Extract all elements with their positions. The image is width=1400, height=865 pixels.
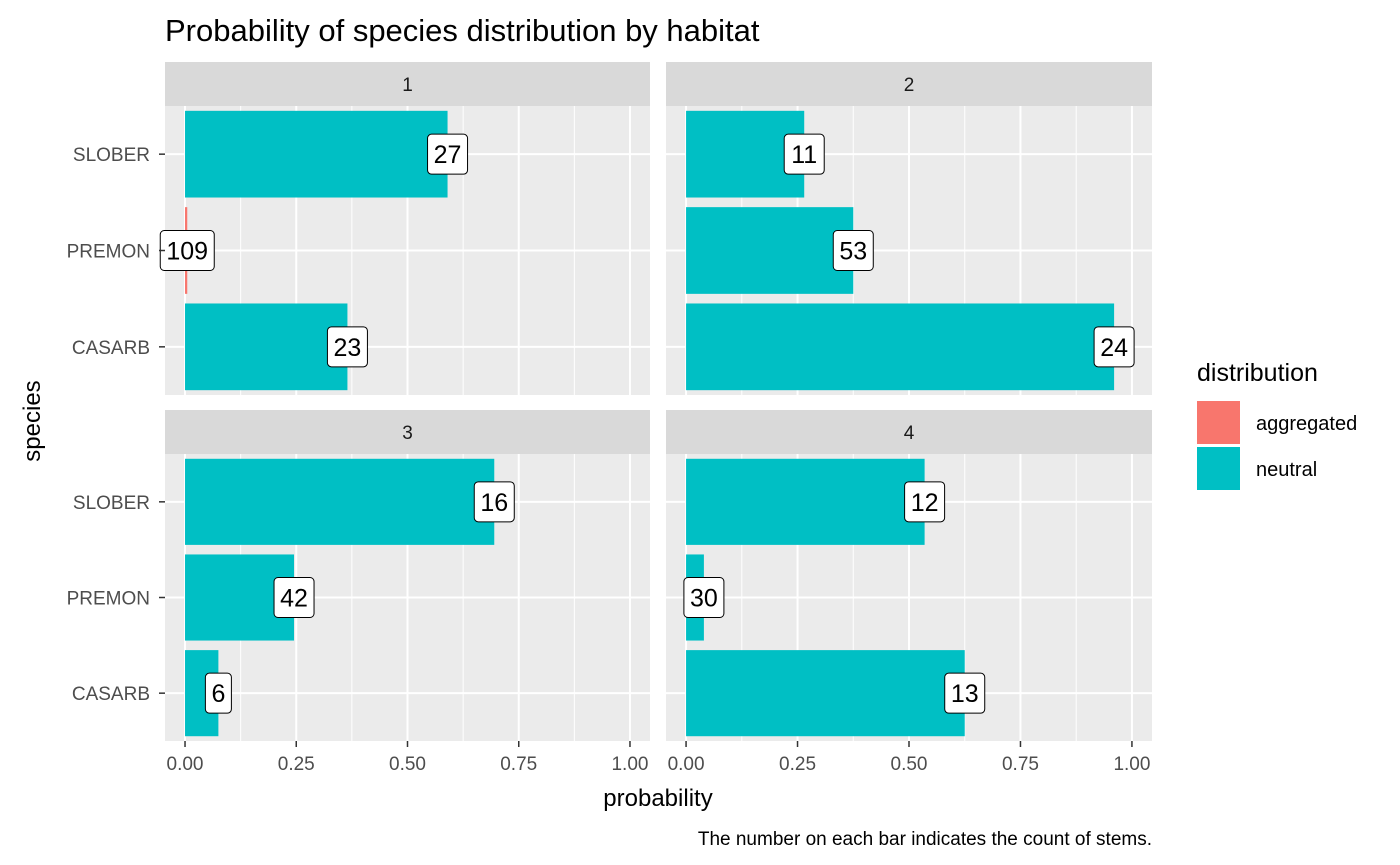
legend: distribution aggregated neutral xyxy=(1197,359,1357,490)
bar-count-label: 23 xyxy=(334,334,362,362)
y-tick-label: SLOBER xyxy=(73,493,150,514)
bar-label-box xyxy=(1093,326,1135,368)
x-tick-label: 1.00 xyxy=(1113,754,1150,775)
y-tick-label: SLOBER xyxy=(73,145,150,166)
x-tick-label: 0.50 xyxy=(891,754,928,775)
bar-label-box xyxy=(273,577,315,618)
bar-count-label: 24 xyxy=(1100,334,1128,362)
bar-count-label: 13 xyxy=(951,680,979,708)
facet-strip-label: 3 xyxy=(402,423,413,444)
bar-casarb xyxy=(185,303,348,391)
bar-count-label: 42 xyxy=(280,585,308,613)
facet-strip-label: 2 xyxy=(904,75,915,96)
bar-slober xyxy=(185,458,495,545)
chart-caption: The number on each bar indicates the cou… xyxy=(698,829,1152,850)
x-tick-label: 0.75 xyxy=(1002,754,1039,775)
facet-panel-3: 3 16 42 6 SLOBER PREMON CASARB 0.00 0.25 0.50 0.75… xyxy=(67,410,650,775)
facet-strip-label: 1 xyxy=(402,75,413,96)
x-tick-label: 1.00 xyxy=(611,754,648,775)
bar-count-label: 12 xyxy=(911,489,939,517)
bar-label-box xyxy=(783,133,825,175)
y-axis-title: species xyxy=(19,380,46,461)
bar-label-box xyxy=(473,481,515,523)
legend-key-aggregated xyxy=(1197,401,1240,444)
bar-label-box xyxy=(326,326,368,368)
y-tick-label: PREMON xyxy=(67,242,150,263)
bar-slober xyxy=(686,458,925,545)
y-tick-label: CASARB xyxy=(72,684,150,705)
legend-label-aggregated: aggregated xyxy=(1256,413,1357,435)
facet-strip xyxy=(666,410,1152,454)
bar-label-box xyxy=(427,133,469,175)
bar-label-box xyxy=(944,672,986,714)
bar-count-label: 53 xyxy=(839,238,867,266)
bar-casarb xyxy=(686,650,965,737)
bar-premon xyxy=(686,207,854,294)
facet-strip xyxy=(165,410,650,454)
y-tick-label: PREMON xyxy=(67,589,150,610)
facet-panel-1: 1 27 109 23 SLOBER PREMON CASARB xyxy=(67,62,650,395)
facet-panels: 1 27 109 23 SLOBER PREMON CASARB 2 11 53 24 3 16 42 6 S… xyxy=(67,62,1152,775)
bar-label-box xyxy=(204,672,232,714)
legend-title: distribution xyxy=(1197,359,1318,387)
facet-panel-2: 2 11 53 24 xyxy=(666,62,1152,395)
bar-count-label: 11 xyxy=(791,141,817,169)
x-tick-label: 0.25 xyxy=(779,754,816,775)
bar-count-label: 16 xyxy=(480,489,508,517)
bar-label-box xyxy=(904,481,946,523)
chart-title: Probability of species distribution by h… xyxy=(165,13,760,48)
bar-count-label: 109 xyxy=(166,238,208,266)
facet-strip-label: 4 xyxy=(904,423,915,444)
x-axis-title: probability xyxy=(603,785,712,812)
bar-count-label: 27 xyxy=(434,141,462,169)
bar-slober xyxy=(185,110,448,198)
x-tick-label: 0.25 xyxy=(278,754,315,775)
x-tick-label: 0.75 xyxy=(500,754,537,775)
facet-strip xyxy=(165,62,650,106)
x-tick-label: 0.00 xyxy=(167,754,204,775)
bar-label-box xyxy=(683,577,725,618)
facet-panel-4: 4 12 30 13 0.00 0.25 0.50 0.75 1.00 xyxy=(666,410,1152,775)
facet-strip xyxy=(666,62,1152,106)
bar-count-label: 30 xyxy=(690,585,718,613)
x-tick-label: 0.00 xyxy=(668,754,705,775)
bar-casarb xyxy=(686,303,1115,391)
legend-key-neutral xyxy=(1197,447,1240,490)
bar-label-box xyxy=(832,230,874,271)
bar-count-label: 6 xyxy=(211,680,225,708)
y-tick-label: CASARB xyxy=(72,338,150,359)
x-tick-label: 0.50 xyxy=(389,754,426,775)
legend-label-neutral: neutral xyxy=(1256,459,1317,481)
